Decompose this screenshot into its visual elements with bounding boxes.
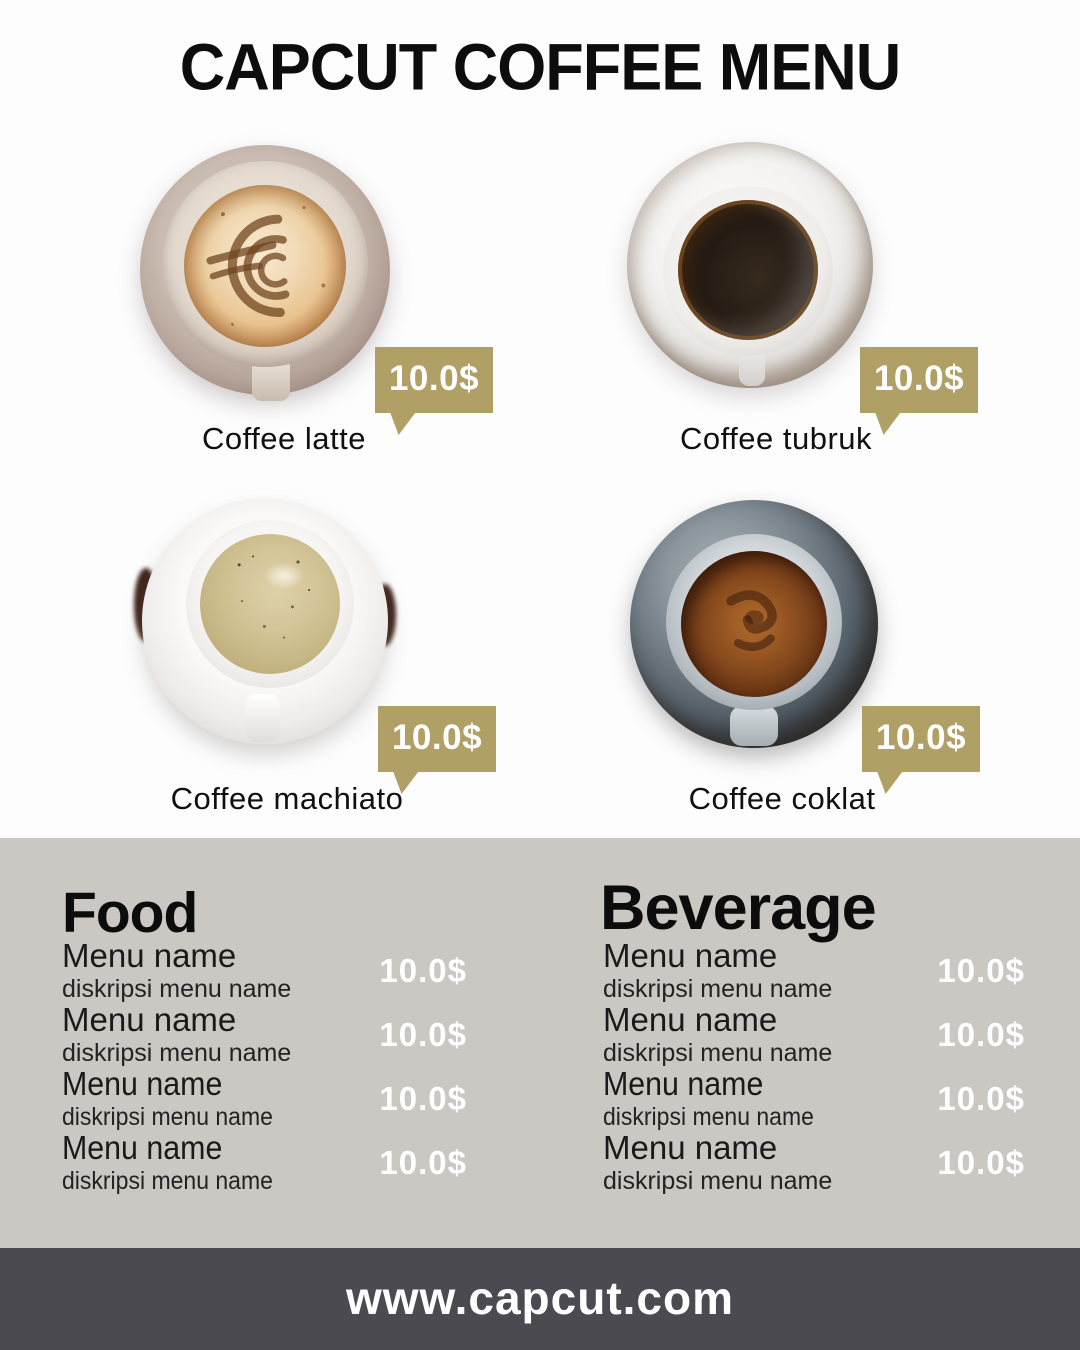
coklat-photo (630, 500, 878, 748)
beverage-item-list: Menu name diskripsi menu name 10.0$ Menu… (603, 937, 1025, 1196)
menu-item-text: Menu name diskripsi menu name (62, 1065, 291, 1131)
menu-item-text: Menu name diskripsi menu name (603, 937, 833, 1003)
product-card-machiato: 10.0$ Coffee machiato (127, 498, 499, 818)
section-title-beverage: Beverage (600, 873, 877, 943)
menu-item-desc: diskripsi menu name (62, 1102, 273, 1131)
menu-item-row: Menu name diskripsi menu name 10.0$ (603, 937, 1025, 1003)
menu-item-row: Menu name diskripsi menu name 10.0$ (62, 1129, 467, 1195)
machiato-crema (200, 534, 340, 674)
menu-item-row: Menu name diskripsi menu name 10.0$ (603, 1129, 1025, 1195)
product-card-tubruk: 10.0$ Coffee tubruk (616, 140, 984, 460)
menu-item-name: Menu name (62, 1129, 223, 1167)
menu-item-row: Menu name diskripsi menu name 10.0$ (603, 1001, 1025, 1067)
menu-item-price: 10.0$ (379, 951, 467, 989)
menu-item-row: Menu name diskripsi menu name 10.0$ (62, 1001, 467, 1067)
menu-item-desc: diskripsi menu name (62, 1166, 273, 1195)
menu-item-desc: diskripsi menu name (603, 1166, 833, 1195)
menu-item-price: 10.0$ (379, 1079, 467, 1117)
menu-item-name: Menu name (62, 1065, 223, 1103)
machiato-photo (134, 498, 396, 744)
menu-item-price: 10.0$ (937, 951, 1025, 989)
page-title: CAPCUT COFFEE MENU (179, 31, 902, 104)
menu-item-text: Menu name diskripsi menu name (603, 1001, 833, 1067)
menu-item-text: Menu name diskripsi menu name (62, 937, 292, 1003)
latte-crema (184, 185, 346, 347)
menu-item-desc: diskripsi menu name (62, 1038, 292, 1067)
footer-bar: www.capcut.com (0, 1248, 1080, 1350)
menu-item-row: Menu name diskripsi menu name 10.0$ (603, 1065, 1025, 1131)
tubruk-coffee (678, 200, 818, 340)
product-label: Coffee tubruk (679, 421, 873, 456)
menu-item-name: Menu name (603, 1001, 778, 1039)
menu-item-text: Menu name diskripsi menu name (62, 1129, 291, 1195)
menu-item-desc: diskripsi menu name (603, 1038, 833, 1067)
product-label: Coffee latte (202, 421, 366, 456)
tubruk-photo (627, 142, 873, 388)
menu-item-text: Menu name diskripsi menu name (603, 1129, 833, 1195)
menu-item-name: Menu name (62, 1001, 237, 1039)
menu-item-name: Menu name (603, 1065, 764, 1103)
product-card-coklat: 10.0$ Coffee coklat (622, 500, 984, 820)
menu-item-price: 10.0$ (937, 1015, 1025, 1053)
coklat-cup-handle (730, 706, 778, 746)
latte-leaf-art-icon (206, 214, 290, 318)
machiato-cup-handle (246, 694, 280, 742)
menu-item-price: 10.0$ (379, 1143, 467, 1181)
coklat-swirl-art-icon (725, 590, 777, 651)
product-label: Coffee coklat (688, 781, 876, 816)
product-card-latte: 10.0$ Coffee latte (132, 145, 500, 460)
menu-item-desc: diskripsi menu name (62, 974, 292, 1003)
menu-item-desc: diskripsi menu name (603, 974, 833, 1003)
menu-item-desc: diskripsi menu name (603, 1102, 814, 1131)
product-label: Coffee machiato (170, 781, 404, 816)
section-title-food: Food (62, 881, 198, 945)
menu-item-text: Menu name diskripsi menu name (603, 1065, 832, 1131)
menu-item-price: 10.0$ (379, 1015, 467, 1053)
menu-item-price: 10.0$ (937, 1143, 1025, 1181)
menu-item-row: Menu name diskripsi menu name 10.0$ (62, 937, 467, 1003)
website-url: www.capcut.com (345, 1272, 735, 1324)
food-item-list: Menu name diskripsi menu name 10.0$ Menu… (62, 937, 467, 1196)
menu-item-price: 10.0$ (937, 1079, 1025, 1117)
menu-item-row: Menu name diskripsi menu name 10.0$ (62, 1065, 467, 1131)
latte-photo (140, 145, 390, 401)
menu-item-name: Menu name (62, 937, 237, 975)
menu-item-text: Menu name diskripsi menu name (62, 1001, 292, 1067)
coklat-coffee (681, 551, 827, 697)
menu-item-name: Menu name (603, 1129, 778, 1167)
menu-item-name: Menu name (603, 937, 778, 975)
menu-board: Food Beverage Menu name diskripsi menu n… (0, 838, 1080, 1248)
